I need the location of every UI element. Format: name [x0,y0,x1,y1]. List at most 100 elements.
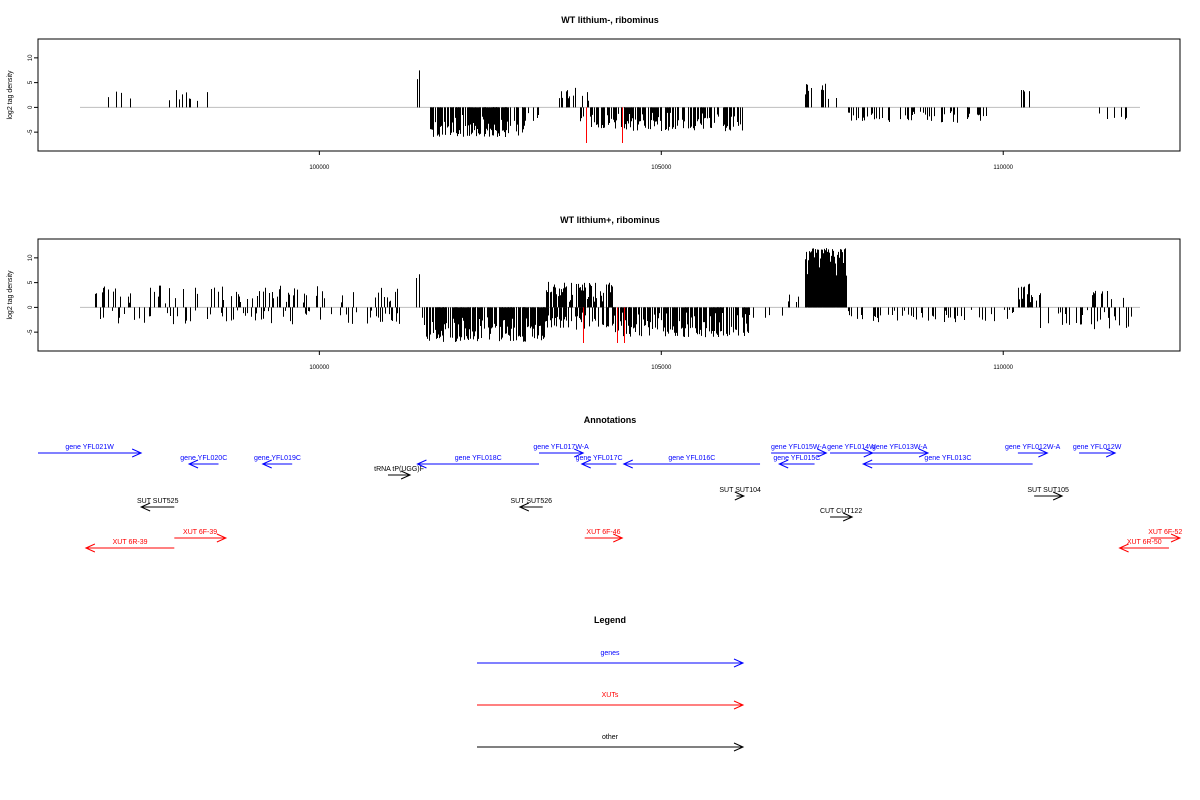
legend-title: Legend [594,615,626,625]
annotation-label: gene YFL015W-A [771,444,827,451]
annotation-feature: CUT CUT122 [820,508,862,522]
annotation-feature: gene YFL017C [576,455,623,469]
annotation-label: gene YFL017C [576,455,623,462]
annotation-arrow [416,459,540,469]
annotation-arrow [174,533,228,543]
legend-arrow [477,700,745,710]
annotation-arrow [1118,543,1169,553]
annotation-feature: gene YFL015C [773,455,820,469]
x-tick-label: 105000 [651,365,672,371]
legend-items: genes XUTs other [477,650,745,752]
annotation-label: XUT 6R-50 [1127,539,1162,546]
annotation-feature: XUT 6F-46 [584,529,624,543]
annotation-label: XUT 6F-39 [183,529,217,536]
y-tick-label: 0 [28,105,34,109]
x-axis: 100000 105000 110000 [309,350,1014,371]
y-axis-label: log2 tag density [7,70,14,120]
annotation-feature: XUT 6R-39 [84,539,175,553]
legend-label: genes [600,650,620,657]
annotation-arrow [387,470,412,480]
x-axis: 100000 105000 110000 [309,150,1014,171]
legend-label: XUTs [602,692,619,699]
annotation-features: gene YFL021W gene YFL020C gene YFL019C tRNA… [38,444,1182,553]
annotation-label: XUT 6F-52 [1148,529,1182,536]
y-axis: -5 0 5 10 [28,254,39,335]
annotation-arrow [1079,448,1117,458]
y-axis: -5 0 5 10 [28,54,39,135]
annotation-label: SUT SUT526 [511,498,553,505]
y-axis-label: log2 tag density [7,270,14,320]
annotation-label: gene YFL014W [827,444,876,451]
annotation-feature: gene YFL021W [38,444,143,458]
annotation-arrow [1150,533,1182,543]
x-tick-label: 100000 [309,365,330,371]
annotations-title: Annotations [584,415,637,425]
annotation-label: gene YFL012W-A [1005,444,1061,451]
annotation-arrow [734,491,746,501]
bar-series [80,70,1140,144]
legend-label: other [602,734,619,741]
annotation-arrow [38,448,143,458]
annotation-feature: SUT SUT526 [511,498,553,512]
annotation-arrow [830,512,854,522]
bar-series [80,248,1140,344]
x-tick-label: 105000 [651,165,672,171]
density-panel-lithium-minus: WT lithium-, ribominus log2 tag density … [7,15,1181,171]
annotation-label: XUT 6R-39 [113,539,148,546]
annotation-feature: SUT SUT105 [1027,487,1069,501]
annotation-arrow [139,502,175,512]
annotation-feature: gene YFL017W-A [533,444,589,458]
annotation-label: gene YFL021W [65,444,114,451]
annotation-arrow [84,543,175,553]
x-tick-label: 100000 [309,165,330,171]
annotation-feature: XUT 6R-50 [1118,539,1169,553]
annotation-arrow [1034,491,1064,501]
annotation-feature: gene YFL015W-A [771,444,828,458]
annotation-arrow [187,459,219,469]
annotation-feature: tRNA tP(UGG)F [374,466,424,480]
annotation-feature: SUT SUT525 [137,498,179,512]
annotation-label: gene YFL013C [924,455,971,462]
y-tick-label: -5 [28,129,34,135]
annotation-label: SUT SUT104 [719,487,761,494]
legend-arrow [477,658,745,668]
annotation-label: tRNA tP(UGG)F [374,466,424,473]
y-tick-label: 10 [28,254,34,261]
annotation-feature: gene YFL016C [622,455,761,469]
panel-title: WT lithium-, ribominus [561,15,659,25]
annotation-arrow [777,459,815,469]
x-tick-label: 110000 [993,165,1013,171]
annotation-arrow [871,448,930,458]
annotation-feature: XUT 6F-39 [174,529,228,543]
annotation-label: gene YFL020C [180,455,227,462]
annotation-label: gene YFL019C [254,455,301,462]
y-tick-label: 5 [28,280,34,284]
annotation-arrow [580,459,617,469]
annotation-label: CUT CUT122 [820,508,862,515]
annotation-label: XUT 6F-46 [586,529,620,536]
annotation-arrow [539,448,585,458]
annotation-feature: gene YFL020C [180,455,227,469]
density-panel-lithium-plus: WT lithium+, ribominus log2 tag density … [7,215,1181,371]
legend: Legend genes XUTs other [477,615,745,752]
annotation-label: gene YFL013W-A [872,444,928,451]
annotation-feature: gene YFL013C [861,455,1033,469]
annotation-arrow [261,459,293,469]
legend-item-genes: genes [477,650,745,668]
annotation-arrow [622,459,761,469]
annotation-feature: gene YFL013W-A [871,444,930,458]
annotation-label: gene YFL015C [773,455,820,462]
panel-title: WT lithium+, ribominus [560,215,660,225]
annotation-label: gene YFL017W-A [533,444,589,451]
legend-item-XUTs: XUTs [477,692,745,710]
annotation-label: SUT SUT525 [137,498,179,505]
annotation-label: gene YFL012W [1073,444,1122,451]
annotation-feature: gene YFL012W-A [1005,444,1061,458]
annotation-arrow [584,533,624,543]
annotation-arrow [861,459,1033,469]
annotation-label: SUT SUT105 [1027,487,1069,494]
annotation-label: gene YFL016C [668,455,715,462]
